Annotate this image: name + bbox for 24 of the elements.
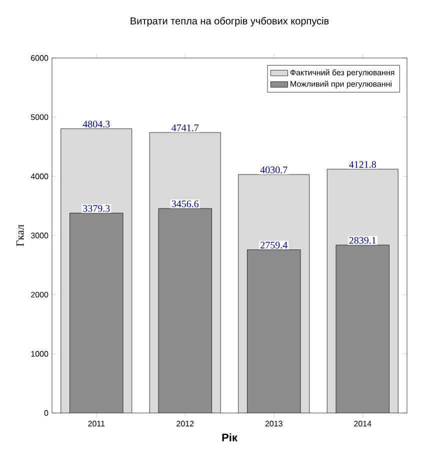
data-label: 4030.7 bbox=[260, 166, 288, 174]
x-tick-label: 2012 bbox=[176, 420, 194, 426]
chart-title: Витрати тепла на обогрів учбових корпусів bbox=[130, 17, 329, 26]
y-axis-title: Гкал bbox=[16, 224, 24, 246]
legend-label: Фактичний без регулювання bbox=[290, 69, 394, 77]
x-tick-label: 2013 bbox=[265, 420, 282, 426]
y-tick-label: 5000 bbox=[30, 114, 48, 120]
data-label: 4741.7 bbox=[172, 124, 199, 132]
y-tick-label: 1000 bbox=[31, 351, 48, 357]
data-label: 3456.6 bbox=[172, 200, 199, 208]
data-label: 4804.3 bbox=[82, 120, 110, 128]
x-tick-label: 2014 bbox=[354, 420, 372, 426]
data-label: 2759.4 bbox=[260, 242, 288, 249]
y-tick-label: 6000 bbox=[31, 55, 48, 61]
y-tick-label: 4000 bbox=[30, 174, 48, 180]
data-label: 4121.8 bbox=[349, 161, 376, 168]
y-tick-label: 3000 bbox=[30, 232, 48, 238]
x-axis-title: Рік bbox=[222, 433, 238, 442]
data-label: 2839.1 bbox=[349, 237, 376, 244]
x-tick-label: 2011 bbox=[88, 420, 105, 426]
y-tick-label: 0 bbox=[44, 410, 48, 416]
data-label: 3379.3 bbox=[83, 205, 110, 212]
y-tick-label: 2000 bbox=[31, 292, 48, 298]
legend-label: Можливий при регулюванні bbox=[290, 80, 392, 88]
